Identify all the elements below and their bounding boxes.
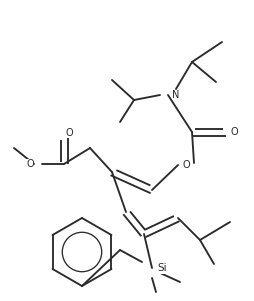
Text: O: O — [230, 127, 238, 137]
Text: Si: Si — [157, 263, 167, 273]
Text: O: O — [65, 128, 73, 138]
Text: O: O — [182, 160, 190, 170]
Text: N: N — [172, 90, 180, 100]
Text: O: O — [26, 159, 34, 169]
